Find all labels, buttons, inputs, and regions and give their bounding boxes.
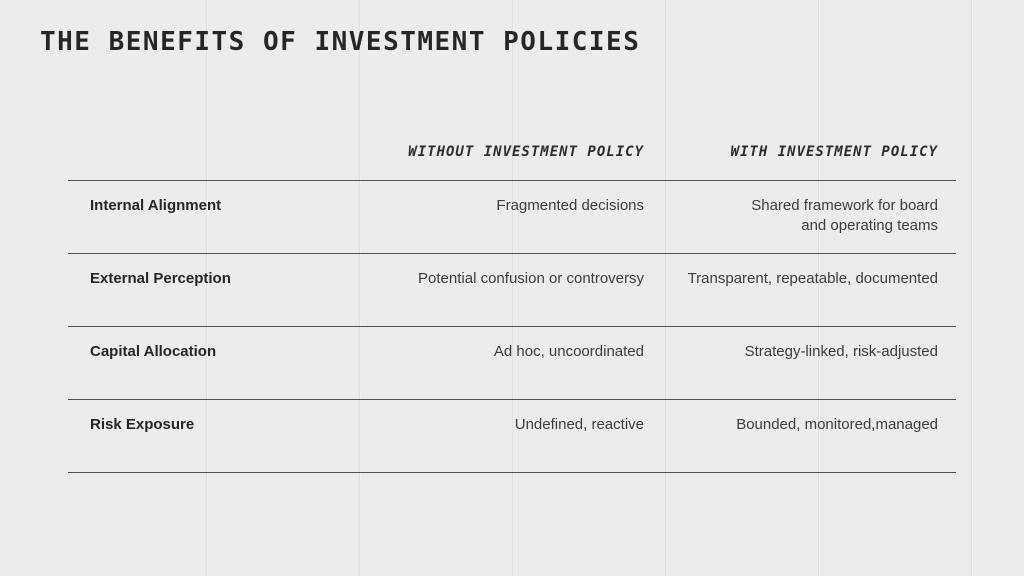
row-label: Capital Allocation — [90, 343, 217, 360]
header-without-policy: WITHOUT INVESTMENT POLICY — [408, 144, 644, 160]
cell-with-policy: Bounded, monitored,managed — [736, 416, 938, 433]
row-label: Risk Exposure — [90, 416, 195, 433]
cell-without-policy: Undefined, reactive — [514, 416, 644, 433]
table-row: External Perception Potential confusion … — [68, 254, 956, 327]
cell-with-policy: Transparent, repeatable, documented — [687, 270, 938, 287]
table-row: Internal Alignment Fragmented decisions … — [68, 181, 956, 254]
row-label: External Perception — [90, 270, 231, 287]
cell-without-policy: Fragmented decisions — [496, 197, 644, 214]
background-grid-line — [359, 0, 360, 576]
cell-without-policy: Ad hoc, uncoordinated — [493, 343, 644, 360]
cell-without-policy: Potential confusion or controversy — [418, 270, 644, 287]
row-label: Internal Alignment — [90, 197, 222, 214]
background-grid-line — [971, 0, 972, 576]
table-row: Risk Exposure Undefined, reactive Bounde… — [68, 400, 956, 473]
background-grid-line — [818, 0, 819, 576]
cell-with-policy: Shared framework for board and operating… — [751, 197, 938, 234]
table-header-row: WITHOUT INVESTMENT POLICY WITH INVESTMEN… — [68, 122, 956, 181]
table-row: Capital Allocation Ad hoc, uncoordinated… — [68, 327, 956, 400]
cell-with-policy: Strategy-linked, risk-adjusted — [744, 343, 938, 360]
background-grid-line — [665, 0, 666, 576]
header-row-label-spacer — [68, 160, 368, 180]
header-with-policy: WITH INVESTMENT POLICY — [730, 144, 938, 160]
comparison-table: WITHOUT INVESTMENT POLICY WITH INVESTMEN… — [68, 122, 956, 473]
background-grid-line — [512, 0, 513, 576]
background-grid-line — [206, 0, 207, 576]
slide-title: THE BENEFITS OF INVESTMENT POLICIES — [40, 27, 641, 57]
